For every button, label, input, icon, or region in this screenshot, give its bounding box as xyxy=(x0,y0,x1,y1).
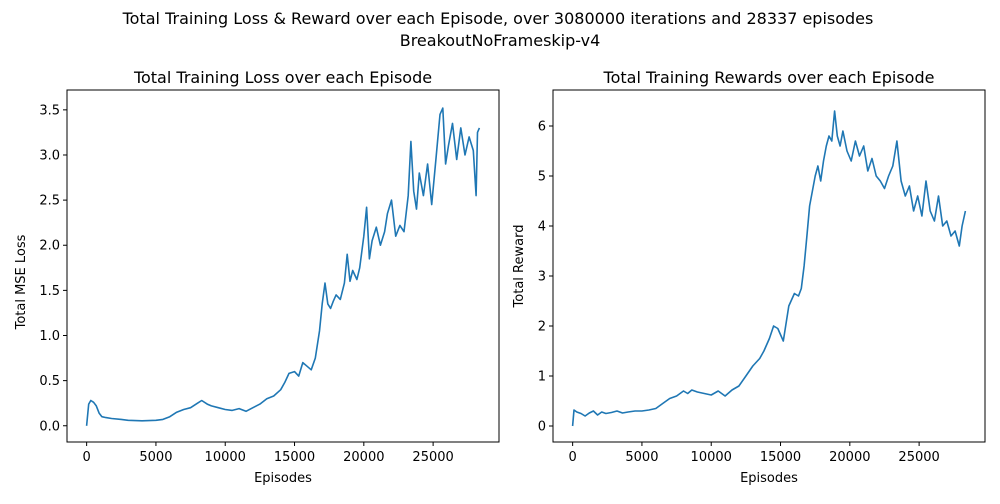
loss-chart-ytick-label: 3.5 xyxy=(39,103,60,118)
loss-chart: Total Training Loss over each Episode Ep… xyxy=(14,68,500,486)
reward-chart-xtick-label: 0 xyxy=(568,450,576,465)
loss-chart-ytick-label: 0.5 xyxy=(39,374,60,389)
loss-chart-xtick-label: 20000 xyxy=(343,450,384,465)
reward-chart-xtick-label: 25000 xyxy=(898,450,939,465)
loss-chart-frame xyxy=(66,89,500,443)
reward-chart-series-line xyxy=(571,110,967,427)
reward-chart-ytick-label: 2 xyxy=(538,320,546,335)
reward-chart-xtick-label: 5000 xyxy=(625,450,658,465)
reward-chart-xtick-label: 20000 xyxy=(829,450,870,465)
reward-chart-ytick-label: 1 xyxy=(538,370,546,385)
loss-chart-xtick-label: 5000 xyxy=(139,450,172,465)
loss-chart-ytick-label: 0.0 xyxy=(39,419,60,434)
loss-chart-marks: 0 5000 10000 15000 20000 25000 0.0 0.5 1.0 1.5 2.0… xyxy=(39,103,481,465)
loss-chart-xtick-label: 25000 xyxy=(412,450,453,465)
reward-chart-ytick-label: 4 xyxy=(538,220,546,235)
reward-chart-ytick-label: 6 xyxy=(538,120,546,135)
loss-chart-ylabel: Total MSE Loss xyxy=(14,234,29,330)
loss-chart-ytick-label: 3.0 xyxy=(39,148,60,163)
reward-chart-ytick-label: 3 xyxy=(538,270,546,285)
reward-chart: Total Training Rewards over each Episode… xyxy=(512,68,986,486)
loss-chart-xtick-label: 15000 xyxy=(274,450,315,465)
reward-chart-ylabel: Total Reward xyxy=(512,225,527,309)
reward-chart-title: Total Training Rewards over each Episode xyxy=(603,68,935,87)
loss-chart-xtick-label: 10000 xyxy=(205,450,246,465)
reward-chart-xlabel: Episodes xyxy=(740,471,798,486)
reward-chart-ytick-label: 0 xyxy=(538,420,546,435)
reward-chart-xtick-label: 10000 xyxy=(691,450,732,465)
loss-chart-ytick-label: 2.0 xyxy=(39,239,60,254)
loss-chart-xtick-label: 0 xyxy=(82,450,90,465)
reward-chart-marks: 0 5000 10000 15000 20000 25000 0 1 2 3 4 5 6 xyxy=(538,110,967,465)
figure-suptitle-line1: Total Training Loss & Reward over each E… xyxy=(122,9,874,28)
loss-chart-ytick-label: 1.0 xyxy=(39,329,60,344)
reward-chart-frame xyxy=(552,89,986,443)
reward-chart-xtick-label: 15000 xyxy=(760,450,801,465)
loss-chart-ytick-label: 2.5 xyxy=(39,194,60,209)
loss-chart-xlabel: Episodes xyxy=(254,471,312,486)
figure-suptitle-line2: BreakoutNoFrameskip-v4 xyxy=(400,31,601,50)
loss-chart-ytick-label: 1.5 xyxy=(39,284,60,299)
loss-chart-title: Total Training Loss over each Episode xyxy=(133,68,432,87)
reward-chart-ytick-label: 5 xyxy=(538,170,546,185)
loss-chart-series-line xyxy=(85,107,481,426)
